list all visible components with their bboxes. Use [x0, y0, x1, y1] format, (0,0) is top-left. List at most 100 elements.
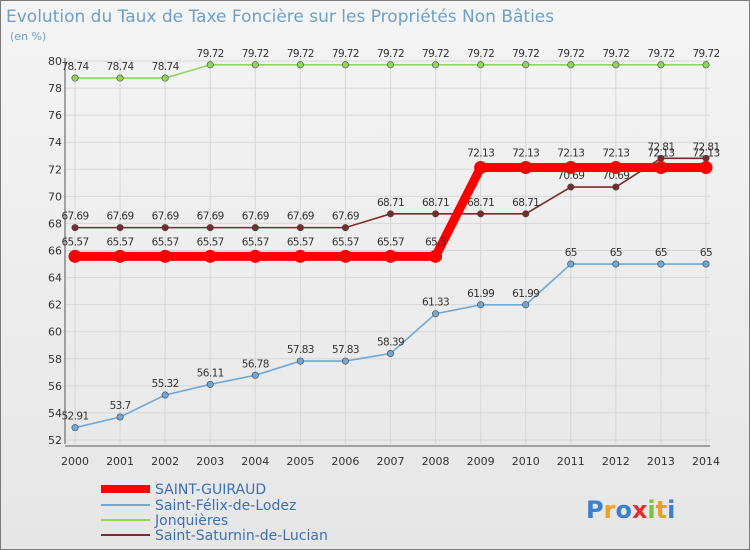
series-point: [567, 183, 575, 191]
data-label: 65.57: [152, 236, 179, 248]
series-point: [71, 74, 79, 82]
series-point: [341, 61, 349, 69]
series-point: [296, 224, 304, 232]
data-label: 53.7: [110, 400, 131, 412]
series-point: [474, 161, 488, 175]
x-tick-label: 2013: [647, 455, 675, 468]
series-point: [612, 61, 620, 69]
data-label: 79.72: [422, 48, 449, 60]
series-point: [657, 260, 665, 268]
data-label: 79.72: [602, 48, 629, 60]
x-tick-label: 2003: [196, 455, 224, 468]
x-tick-label: 2006: [331, 455, 359, 468]
logo-letter: t: [656, 496, 667, 524]
series-point: [477, 61, 485, 69]
proxiti-logo: Proxiti: [586, 496, 675, 524]
data-label: 72.13: [602, 148, 629, 160]
y-axis-label: (en %): [10, 30, 46, 43]
data-label: 79.72: [467, 48, 494, 60]
series-point: [612, 183, 620, 191]
series-point: [248, 249, 262, 263]
data-label: 79.72: [197, 48, 224, 60]
logo-letter: P: [586, 496, 604, 524]
series-point: [702, 61, 710, 69]
series-layer: 52.91 53.7 55.32 56.11 56.78 57.83 57.83 58.39 6…: [61, 48, 720, 432]
data-label: 65.5: [425, 236, 446, 248]
y-tick-label: 52: [48, 434, 62, 447]
series-point: [654, 161, 668, 175]
data-label: 65: [655, 247, 667, 259]
data-label: 57.83: [332, 344, 359, 356]
logo-text: Proxiti: [586, 496, 675, 524]
data-label: 67.69: [242, 211, 269, 223]
series-point: [702, 260, 710, 268]
chart-title: Evolution du Taux de Taxe Foncière sur l…: [6, 7, 554, 27]
data-label: 65.57: [107, 236, 134, 248]
legend-label: Saint-Félix-de-Lodez: [155, 498, 296, 514]
y-tick-label: 64: [48, 272, 62, 285]
x-tick-label: 2008: [422, 455, 450, 468]
logo-letter: i: [647, 496, 655, 524]
series-point: [341, 224, 349, 232]
y-tick-label: 66: [48, 245, 62, 258]
series-Saint-Saturnin-de-Lucian: 67.69 67.69 67.69 67.69 67.69 67.69 67.69 68.71…: [61, 141, 720, 232]
data-label: 65.57: [287, 236, 314, 248]
data-label: 65.57: [242, 236, 269, 248]
series-point: [522, 210, 530, 218]
data-label: 72.81: [647, 141, 674, 153]
series-point: [657, 61, 665, 69]
y-tick-label: 54: [48, 407, 62, 420]
data-label: 70.69: [602, 170, 629, 182]
series-point: [116, 224, 124, 232]
series-point: [384, 249, 397, 263]
data-label: 79.72: [332, 48, 359, 60]
data-label: 65.57: [377, 236, 404, 248]
x-tick-label: 2007: [377, 455, 405, 468]
legend-item: Saint-Saturnin-de-Lucian: [101, 528, 328, 544]
data-label: 79.72: [242, 48, 269, 60]
y-tick-label: 62: [48, 299, 62, 312]
series-point: [113, 249, 127, 263]
series-point: [477, 301, 485, 309]
series-point: [432, 210, 440, 218]
data-label: 78.74: [61, 61, 89, 73]
logo-letter: i: [667, 496, 675, 524]
series-point: [68, 249, 82, 263]
x-tick-label: 2004: [241, 455, 269, 468]
series-point: [158, 249, 172, 263]
series-point: [116, 74, 124, 82]
data-label: 72.13: [692, 148, 719, 160]
series-point: [522, 61, 530, 69]
logo-letter: x: [632, 496, 648, 524]
y-tick-label: 70: [48, 190, 62, 203]
series-point: [206, 61, 214, 69]
axes: 52 54 56 58 60 62 64 66 68 70 72 74 76 78 80 2000 2001 20…: [48, 55, 720, 468]
series-point: [341, 357, 349, 365]
series-point: [161, 224, 169, 232]
data-label: 65: [565, 247, 577, 259]
data-label: 79.72: [287, 48, 314, 60]
y-tick-label: 78: [48, 82, 62, 95]
data-label: 70.69: [557, 170, 584, 182]
series-point: [699, 161, 713, 175]
data-label: 79.72: [512, 48, 539, 60]
data-label: 67.69: [107, 211, 134, 223]
data-label: 72.13: [647, 148, 674, 160]
data-label: 78.74: [107, 61, 135, 73]
data-label: 56.78: [242, 358, 269, 370]
series-Jonquières: 78.74 78.74 78.74 79.72 79.72 79.72 79.72 79.72…: [61, 48, 720, 82]
series-point: [567, 61, 575, 69]
y-tick-label: 80: [48, 55, 62, 68]
y-tick-label: 74: [48, 136, 62, 149]
data-label: 67.69: [287, 211, 314, 223]
series-point: [612, 260, 620, 268]
series-point: [386, 210, 394, 218]
data-label: 55.32: [152, 378, 179, 390]
series-point: [203, 249, 217, 263]
data-label: 78.74: [152, 61, 180, 73]
x-tick-label: 2000: [61, 455, 89, 468]
legend-item: Jonquières: [101, 513, 228, 529]
data-label: 68.71: [377, 197, 404, 209]
series-point: [564, 161, 578, 175]
